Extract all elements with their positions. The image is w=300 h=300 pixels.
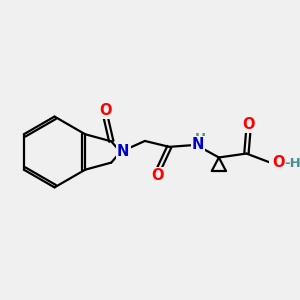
Text: O: O [99, 103, 112, 118]
Text: H: H [195, 132, 206, 145]
Text: -H: -H [284, 157, 300, 170]
Text: O: O [242, 117, 255, 132]
Text: O: O [272, 155, 285, 170]
Text: N: N [192, 137, 204, 152]
Text: O: O [151, 169, 164, 184]
Text: N: N [117, 145, 129, 160]
